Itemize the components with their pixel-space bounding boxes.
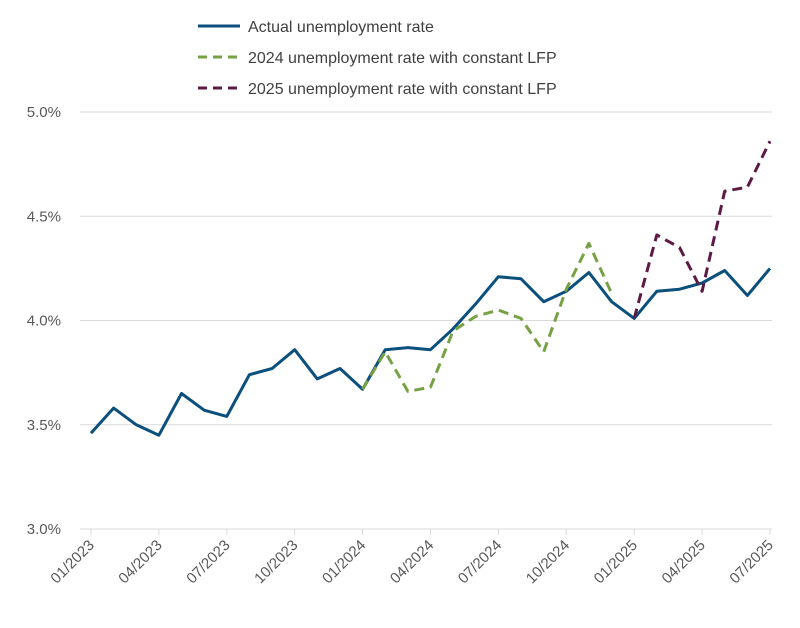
x-tick-label: 07/2023 bbox=[183, 537, 233, 587]
x-tick-label: 07/2025 bbox=[726, 537, 776, 587]
x-axis-tick-labels: 01/2023 04/2023 07/2023 10/2023 01/2024 04/20… bbox=[47, 537, 776, 587]
y-axis-tick-labels: 3.0% 3.5% 4.0% 4.5% 5.0% bbox=[27, 104, 61, 538]
x-tick-label: 04/2024 bbox=[387, 537, 437, 587]
x-tick-label: 10/2023 bbox=[251, 537, 301, 587]
legend-label-3: 2025 unemployment rate with constant LFP bbox=[248, 81, 557, 98]
x-tick-label: 01/2025 bbox=[591, 537, 641, 587]
y-tick-label: 4.5% bbox=[27, 208, 61, 225]
x-tick-label: 04/2023 bbox=[115, 537, 165, 587]
x-tick-label: 01/2024 bbox=[319, 537, 369, 587]
y-tick-label: 5.0% bbox=[27, 104, 61, 121]
x-tick-label: 01/2023 bbox=[47, 537, 97, 587]
series-line-2 bbox=[361, 241, 613, 393]
x-axis bbox=[80, 528, 772, 535]
y-tick-label: 3.0% bbox=[27, 521, 61, 538]
legend: Actual unemployment rate 2024 unemploymen… bbox=[198, 19, 557, 98]
legend-label-1: Actual unemployment rate bbox=[248, 19, 434, 36]
y-tick-label: 4.0% bbox=[27, 313, 61, 330]
x-tick-label: 10/2024 bbox=[523, 537, 573, 587]
gridlines bbox=[80, 111, 772, 426]
x-tick-label: 04/2025 bbox=[659, 537, 709, 587]
legend-label-2: 2024 unemployment rate with constant LFP bbox=[248, 50, 557, 67]
series-line-1 bbox=[89, 267, 772, 437]
series-lines bbox=[89, 140, 772, 437]
x-tick-label: 07/2024 bbox=[455, 537, 505, 587]
series-line-3 bbox=[632, 140, 772, 319]
y-tick-label: 3.5% bbox=[27, 417, 61, 434]
